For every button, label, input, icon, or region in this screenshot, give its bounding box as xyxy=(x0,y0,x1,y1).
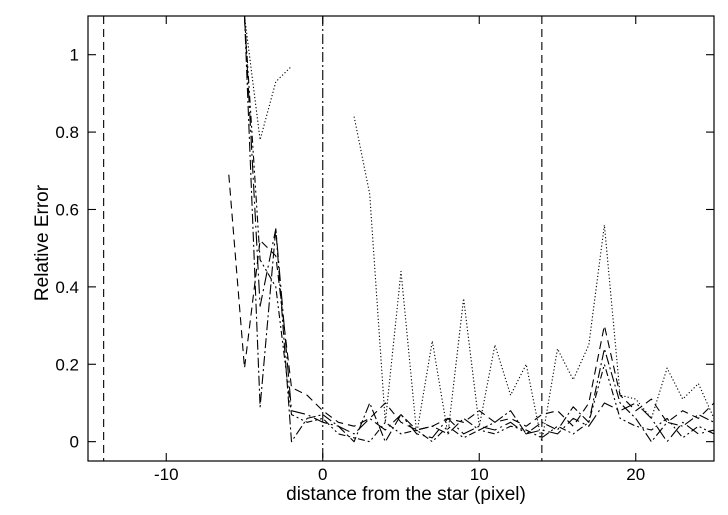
series-line-longdash-dot xyxy=(243,16,714,443)
y-tick-label: 0 xyxy=(70,433,79,452)
y-axis-label: Relative Error xyxy=(32,184,53,301)
y-tick-label: 0.2 xyxy=(55,355,79,374)
plot-content xyxy=(103,16,714,461)
x-tick-label: -10 xyxy=(154,465,179,484)
series-line-dotted xyxy=(243,16,292,141)
y-tick-label: 0.6 xyxy=(55,200,79,219)
x-tick-label: 20 xyxy=(626,465,645,484)
x-axis-label: distance from the star (pixel) xyxy=(286,484,526,505)
series-line-dashed xyxy=(228,174,714,431)
y-tick-label: 1 xyxy=(70,46,79,65)
y-tick-label: 0.4 xyxy=(55,278,79,297)
plot-frame-layer xyxy=(87,15,715,462)
series-line-dotted xyxy=(353,116,714,443)
series-line-dashdot xyxy=(243,16,714,443)
x-tick-label: 0 xyxy=(318,465,327,484)
x-tick-label: 10 xyxy=(470,465,489,484)
tick-layer: -10 0 10 20 0 0.2 0.4 0.6 0.8 1 xyxy=(55,16,714,484)
series-line-dash-dot-dot xyxy=(243,16,714,443)
y-tick-label: 0.8 xyxy=(55,123,79,142)
plot-frame xyxy=(87,15,715,462)
